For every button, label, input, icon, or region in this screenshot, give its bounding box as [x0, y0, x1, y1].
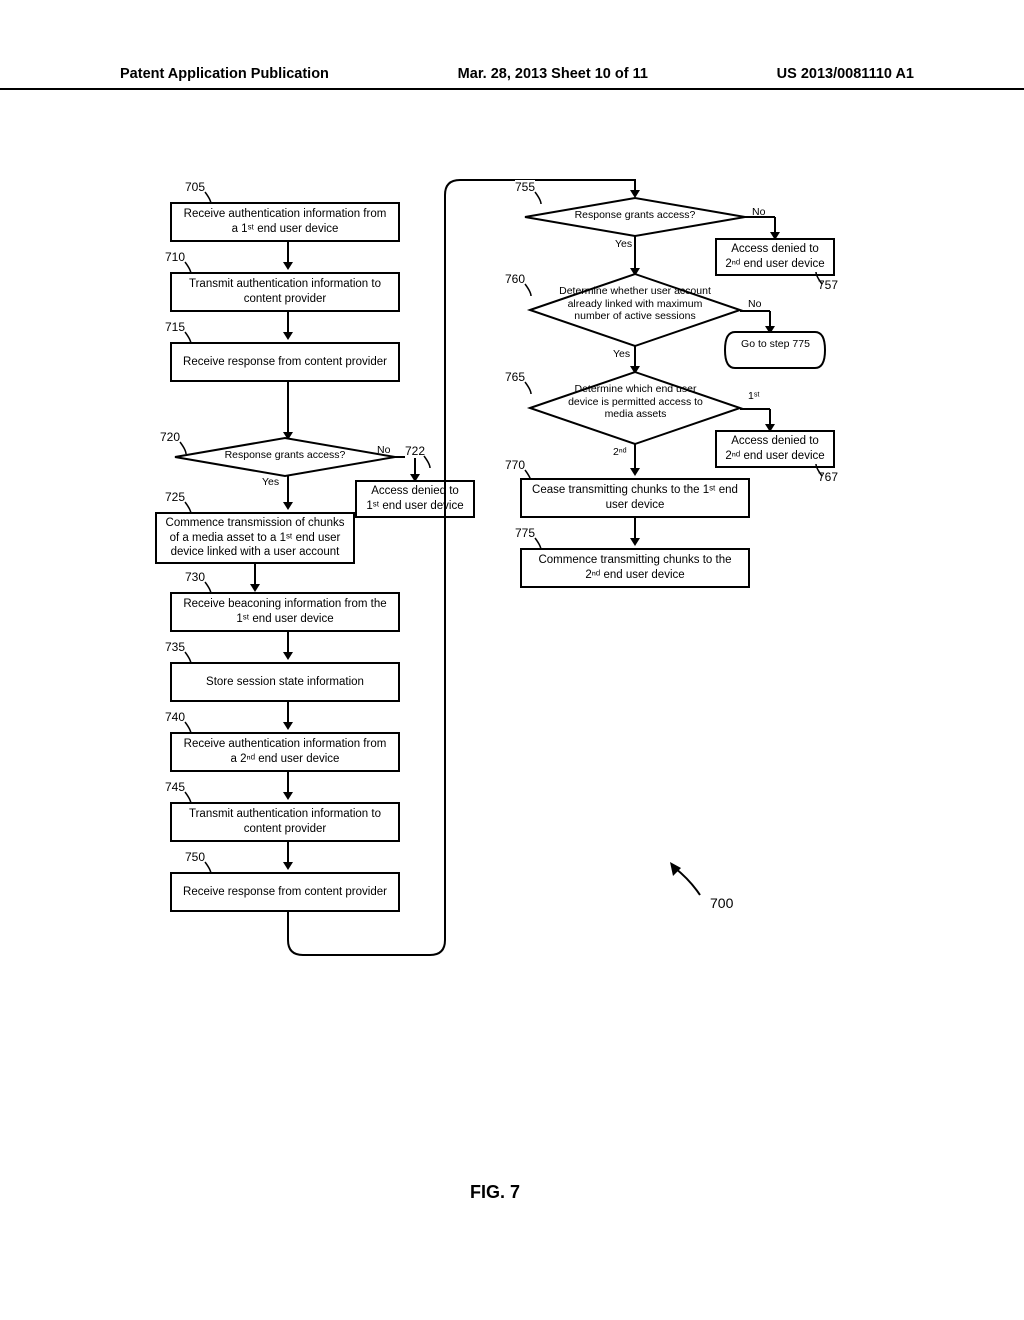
header-right: US 2013/0081110 A1	[777, 66, 914, 82]
edge-765-1st: 1ˢᵗ	[748, 390, 760, 402]
diamond-755-text: Response grants access?	[565, 209, 705, 222]
ref-775: 775	[515, 526, 535, 540]
ref-765: 765	[505, 370, 525, 384]
ref-700-arrow	[665, 860, 705, 900]
box-757: Access denied to 2ⁿᵈ end user device	[715, 238, 835, 276]
ref-770: 770	[505, 458, 525, 472]
header-center: Mar. 28, 2013 Sheet 10 of 11	[458, 66, 648, 82]
flowchart: 705 Receive authentication information f…	[120, 180, 900, 1160]
ref-755: 755	[515, 180, 535, 194]
connector-750-755	[120, 180, 900, 980]
edge-765-2nd: 2ⁿᵈ	[613, 446, 627, 458]
ref-760: 760	[505, 272, 525, 286]
edge-760-yes: Yes	[613, 348, 630, 360]
figure-label: FIG. 7	[470, 1182, 520, 1203]
box-775: Commence transmitting chunks to the 2ⁿᵈ …	[520, 548, 750, 588]
ref-700: 700	[710, 895, 733, 911]
diamond-760-text: Determine whether user account already l…	[555, 285, 715, 323]
box-767: Access denied to 2ⁿᵈ end user device	[715, 430, 835, 468]
goto-775-text: Go to step 775	[738, 338, 813, 351]
page-header: Patent Application Publication Mar. 28, …	[0, 66, 1024, 90]
diamond-765-text: Determine which end user device is permi…	[558, 383, 713, 421]
box-770: Cease transmitting chunks to the 1ˢᵗ end…	[520, 478, 750, 518]
header-left: Patent Application Publication	[120, 66, 329, 82]
